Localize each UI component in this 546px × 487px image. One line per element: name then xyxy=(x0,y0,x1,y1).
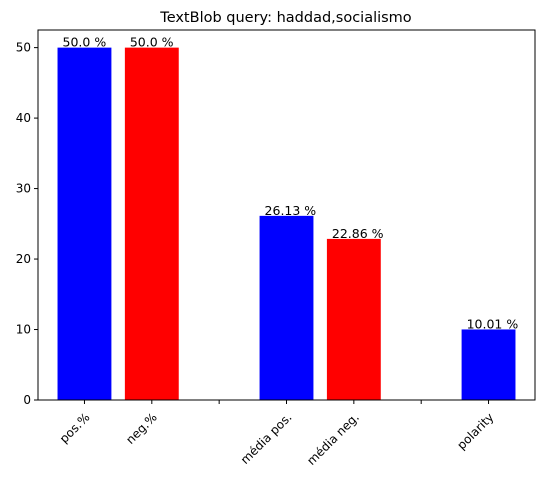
x-tick-label: polarity xyxy=(454,410,496,452)
data-label-neg: 50.0 % xyxy=(130,35,174,50)
chart-title: TextBlob query: haddad,socialismo xyxy=(159,10,412,26)
y-tick-label: 10 xyxy=(16,323,31,337)
y-tick-label: 30 xyxy=(16,182,31,196)
bar-polarity xyxy=(461,329,516,400)
y-tick-label: 50 xyxy=(16,41,31,55)
x-tick-label: pos.% xyxy=(57,410,93,446)
y-tick-label: 20 xyxy=(16,252,31,266)
bar-m-dia-neg xyxy=(326,238,381,400)
data-labels-layer: 50.0 % 50.0 % 26.13 % 22.86 % 10.01 % xyxy=(63,35,519,332)
data-label-m-dia-neg: 22.86 % xyxy=(332,226,384,241)
bar-pos xyxy=(57,47,112,400)
data-label-pos: 50.0 % xyxy=(63,35,107,50)
data-label-m-dia-pos: 26.13 % xyxy=(265,203,317,218)
bar-neg xyxy=(124,47,179,400)
bars-layer xyxy=(57,47,516,400)
y-tick-label: 0 xyxy=(23,393,31,407)
data-label-polarity: 10.01 % xyxy=(467,316,519,331)
y-tick-label: 40 xyxy=(16,111,31,125)
x-tick-label: neg.% xyxy=(123,410,160,447)
x-tick-label: média pos. xyxy=(238,410,295,467)
bar-m-dia-pos xyxy=(259,215,314,400)
x-tick-label: média neg. xyxy=(304,410,362,468)
